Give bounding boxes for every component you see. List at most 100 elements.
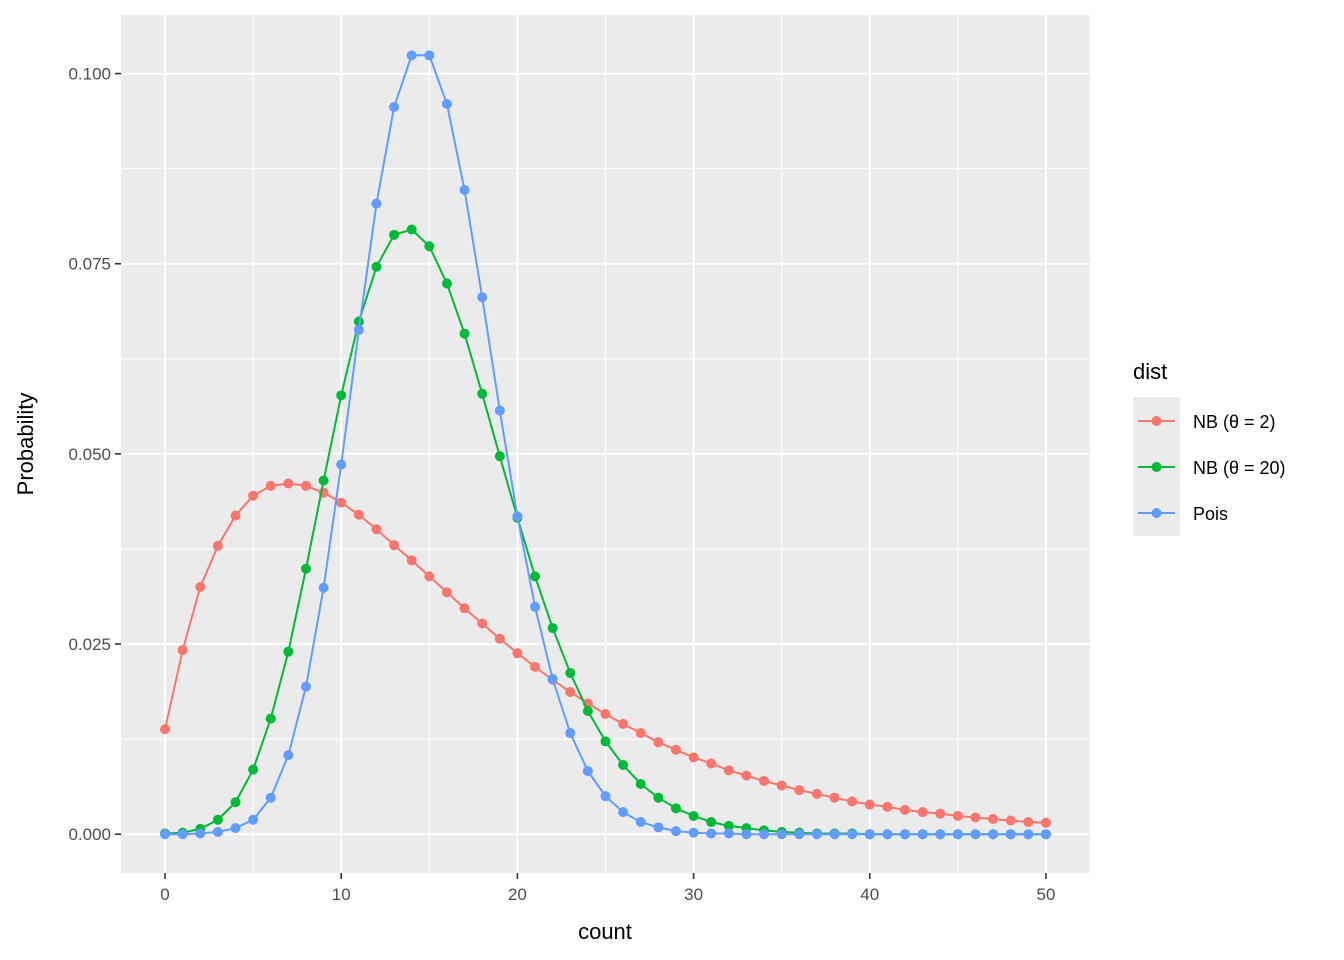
- data-point: [635, 779, 646, 790]
- data-point: [618, 807, 629, 818]
- data-point: [600, 791, 611, 802]
- y-tick-label: 0.025: [68, 635, 111, 654]
- x-tick-label: 20: [508, 885, 527, 904]
- data-point: [706, 828, 717, 839]
- data-point: [618, 759, 629, 770]
- data-point: [1023, 817, 1034, 828]
- data-point: [530, 571, 541, 582]
- legend-label: Pois: [1193, 504, 1228, 524]
- data-point: [160, 724, 171, 735]
- data-point: [688, 810, 699, 821]
- data-point: [1040, 829, 1051, 840]
- data-point: [459, 328, 470, 339]
- data-point: [318, 475, 329, 486]
- data-point: [741, 829, 752, 840]
- data-point: [670, 803, 681, 814]
- data-point: [265, 713, 276, 724]
- data-point: [864, 829, 875, 840]
- series-1: [160, 478, 1051, 828]
- data-point: [424, 241, 435, 252]
- data-point: [406, 224, 417, 235]
- data-point: [318, 582, 329, 593]
- data-point: [265, 480, 276, 491]
- data-point: [353, 509, 364, 520]
- data-point: [935, 829, 946, 840]
- data-point: [212, 814, 223, 825]
- legend-title: dist: [1133, 359, 1167, 384]
- data-point: [917, 807, 928, 818]
- data-point: [688, 827, 699, 838]
- data-point: [565, 728, 576, 739]
- data-point: [917, 829, 928, 840]
- legend-label: NB (θ = 20): [1193, 458, 1286, 478]
- data-point: [653, 792, 664, 803]
- x-axis-title: count: [578, 919, 632, 944]
- data-point: [900, 804, 911, 815]
- data-point: [248, 814, 259, 825]
- data-point: [829, 829, 840, 840]
- y-tick-label: 0.100: [68, 65, 111, 84]
- data-point: [441, 278, 452, 289]
- data-point: [336, 497, 347, 508]
- data-point: [723, 828, 734, 839]
- y-tick-label: 0.075: [68, 255, 111, 274]
- data-point: [195, 582, 206, 592]
- data-point: [230, 823, 241, 834]
- data-point: [212, 826, 223, 837]
- data-point: [300, 563, 311, 574]
- data-point: [723, 765, 734, 776]
- y-axis-title: Probability: [13, 393, 38, 496]
- data-point: [565, 667, 576, 678]
- data-point: [459, 603, 470, 614]
- data-point: [988, 829, 999, 840]
- data-point: [477, 292, 488, 303]
- data-point: [477, 618, 488, 629]
- x-tick-label: 0: [160, 885, 169, 904]
- data-point: [177, 829, 188, 840]
- data-point: [1023, 829, 1034, 840]
- data-point: [882, 801, 893, 812]
- data-point: [248, 490, 259, 501]
- data-point: [441, 587, 452, 598]
- data-point: [900, 829, 911, 840]
- data-point: [353, 324, 364, 335]
- legend-label: NB (θ = 2): [1193, 412, 1276, 432]
- data-point: [1005, 815, 1016, 826]
- y-tick-label: 0.050: [68, 445, 111, 464]
- data-point: [459, 184, 470, 195]
- data-point: [847, 829, 858, 840]
- data-point: [547, 674, 558, 685]
- data-point: [283, 646, 294, 657]
- data-point: [494, 633, 505, 644]
- data-point: [759, 775, 770, 786]
- data-point: [336, 459, 347, 470]
- legend: dist NB (θ = 2) NB (θ = 20) Pois: [1133, 359, 1286, 536]
- legend-key-point: [1151, 508, 1162, 518]
- series-3: [160, 50, 1051, 840]
- x-tick-label: 10: [332, 885, 351, 904]
- data-point: [635, 728, 646, 739]
- data-point: [1005, 829, 1016, 840]
- legend-key-point: [1151, 462, 1162, 472]
- data-point: [600, 709, 611, 720]
- data-point: [371, 198, 382, 209]
- x-tick-label: 30: [684, 885, 703, 904]
- data-point: [424, 571, 435, 582]
- data-point: [389, 540, 400, 551]
- legend-key-point: [1151, 416, 1162, 426]
- data-point: [935, 808, 946, 819]
- y-tick-label: 0.000: [68, 825, 111, 844]
- data-point: [794, 785, 805, 796]
- legend-item: NB (θ = 2): [1138, 412, 1276, 432]
- data-point: [741, 770, 752, 781]
- data-point: [389, 102, 400, 113]
- data-point: [406, 555, 417, 566]
- data-point: [582, 766, 593, 777]
- data-point: [829, 792, 840, 803]
- data-point: [882, 829, 893, 840]
- data-point: [706, 758, 717, 769]
- data-point: [248, 764, 259, 775]
- data-point: [547, 623, 558, 634]
- data-point: [494, 451, 505, 462]
